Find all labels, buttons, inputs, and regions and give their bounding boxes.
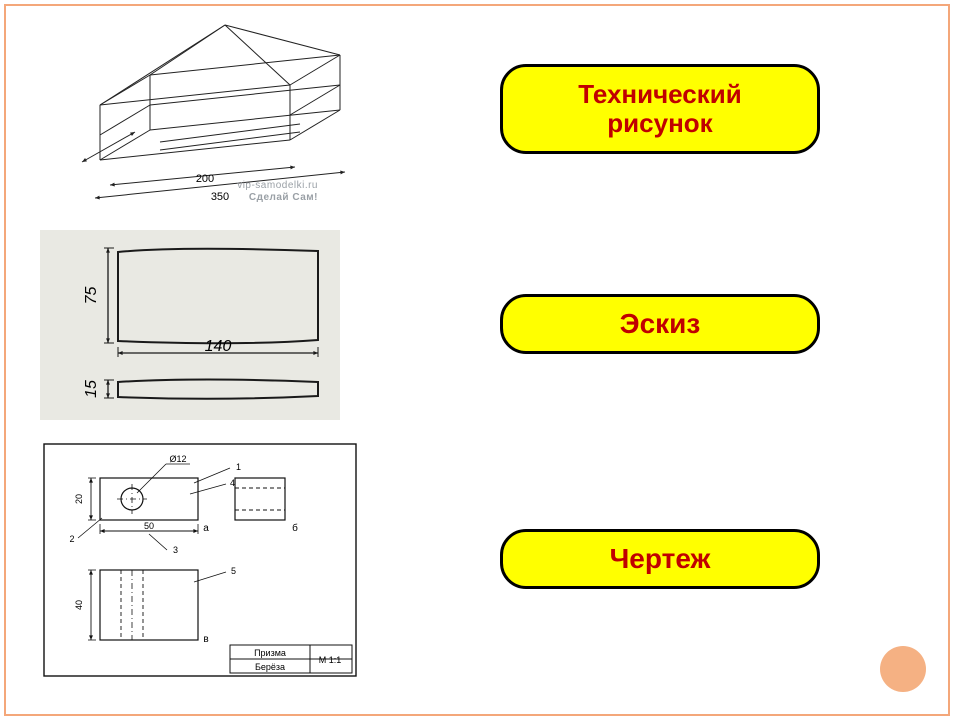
svg-text:Призма: Призма bbox=[254, 648, 286, 658]
accent-dot-icon bbox=[880, 646, 926, 692]
svg-text:Ø12: Ø12 bbox=[169, 454, 186, 464]
svg-text:15: 15 bbox=[83, 380, 100, 398]
svg-text:350: 350 bbox=[211, 191, 229, 203]
svg-text:а: а bbox=[203, 523, 209, 534]
svg-text:40: 40 bbox=[74, 600, 84, 610]
svg-text:140: 140 bbox=[205, 338, 232, 355]
buttons-column: Технический рисунок Эскиз Чертеж bbox=[500, 64, 860, 589]
gazebo-caption-2: Сделай Сам! bbox=[249, 192, 318, 203]
svg-text:5: 5 bbox=[231, 566, 236, 576]
svg-text:4: 4 bbox=[230, 478, 235, 488]
svg-text:75: 75 bbox=[83, 287, 100, 305]
gazebo-caption-1: vip-samodelki.ru bbox=[237, 180, 318, 191]
svg-text:1: 1 bbox=[236, 462, 241, 472]
svg-text:200: 200 bbox=[196, 173, 214, 185]
svg-text:б: б bbox=[292, 522, 298, 534]
svg-text:2: 2 bbox=[69, 534, 74, 544]
diagrams-column: 200350 vip-samodelki.ru Сделай Сам! 7514… bbox=[40, 10, 380, 680]
svg-text:20: 20 bbox=[74, 494, 84, 504]
svg-text:М 1:1: М 1:1 bbox=[319, 655, 342, 665]
svg-text:50: 50 bbox=[144, 521, 154, 531]
svg-text:Берёза: Берёза bbox=[255, 662, 285, 672]
diagram-prism: 20 50 40 Ø12 14 2 3 5 а б в Призма Берёза М 1:1 bbox=[40, 440, 380, 680]
diagram-gazebo: 200 350 vip-samodelki.ru Сделай Сам! bbox=[40, 10, 380, 210]
diagram-board: 75 140 15 bbox=[40, 230, 380, 420]
svg-text:в: в bbox=[203, 634, 208, 645]
label-button-2[interactable]: Чертеж bbox=[500, 529, 820, 589]
svg-text:3: 3 bbox=[173, 545, 178, 555]
label-button-0[interactable]: Технический рисунок bbox=[500, 64, 820, 154]
label-button-1[interactable]: Эскиз bbox=[500, 294, 820, 354]
